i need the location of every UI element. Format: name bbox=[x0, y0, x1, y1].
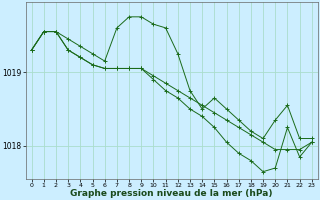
X-axis label: Graphe pression niveau de la mer (hPa): Graphe pression niveau de la mer (hPa) bbox=[70, 189, 273, 198]
